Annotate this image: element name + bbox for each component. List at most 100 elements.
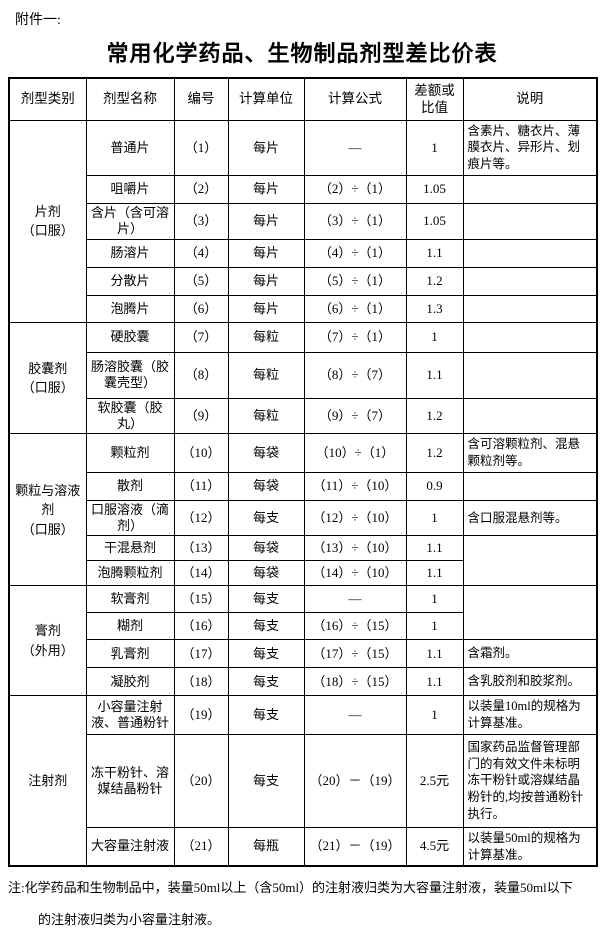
table-row: 咀嚼片 （2） 每片 （2）÷（1） 1.05	[9, 174, 598, 204]
table-row: 胶囊剂 （口服） 硬胶囊 （7） 每粒 （7）÷（1） 1	[8, 321, 598, 435]
cell-unit: 每袋	[227, 560, 305, 587]
cell-note	[462, 321, 598, 353]
table-row: 片剂 （口服） 普通片 （1） 每片 — 1 含素片、糖衣片、薄膜衣片、异形片、…	[8, 119, 598, 323]
table-row: 膏剂 （外用） 软膏剂 （15） 每支 — 1	[8, 585, 598, 697]
table-row: 注射剂 小容量注射液、普通粉针 （19） 每支 — 1 以装量10ml的规格为计…	[8, 695, 598, 867]
cell-no: （20）	[173, 733, 229, 828]
cell-formula: （2）÷（1）	[303, 174, 407, 204]
cell-note	[462, 202, 598, 240]
cell-no: （18）	[173, 667, 229, 697]
cell-note	[462, 238, 598, 268]
cell-no: （19）	[173, 695, 229, 735]
category-label: 颗粒与溶液剂	[15, 482, 81, 518]
cell-unit: 每片	[227, 294, 305, 323]
category-label: 膏剂	[34, 623, 61, 639]
cell-note-merged	[462, 585, 598, 641]
cell-unit: 每片	[227, 238, 305, 268]
cell-no: （21）	[173, 826, 229, 867]
cell-value: 1.2	[405, 266, 464, 296]
table-row: 大容量注射液 （21） 每瓶 （21）－（19） 4.5元 以装量50ml的规格…	[9, 826, 598, 867]
cell-unit: 每支	[227, 499, 305, 537]
cell-category: 胶囊剂 （口服）	[8, 321, 87, 435]
attachment-label: 附件一:	[15, 13, 61, 28]
cell-formula: （21）－（19）	[303, 826, 407, 867]
cell-formula: （14）÷（10）	[303, 560, 407, 587]
page-title: 常用化学药品、生物制品剂型差比价表	[106, 41, 498, 66]
cell-value: 1.1	[405, 351, 464, 399]
cell-name: 软膏剂	[85, 585, 175, 614]
cell-unit: 每粒	[227, 321, 305, 353]
cell-name: 大容量注射液	[85, 826, 175, 867]
cell-value: 1.1	[405, 238, 464, 268]
cell-no: （16）	[173, 612, 229, 641]
cell-unit: 每粒	[227, 397, 305, 435]
cell-name: 干混悬剂	[85, 535, 175, 562]
cell-value: 1	[405, 499, 464, 537]
cell-note	[462, 351, 598, 399]
cell-unit: 每片	[227, 202, 305, 240]
cell-formula: （20）－（19）	[303, 733, 407, 828]
cell-unit: 每袋	[227, 535, 305, 562]
cell-value: 1.1	[405, 639, 464, 669]
cell-note	[462, 471, 598, 501]
cell-note	[462, 294, 598, 323]
cell-unit: 每片	[227, 266, 305, 296]
cell-no: （2）	[173, 174, 229, 204]
cell-value: 1.1	[405, 560, 464, 587]
cell-formula: （16）÷（15）	[303, 612, 407, 641]
cell-name: 散剂	[85, 471, 175, 501]
cell-formula: （6）÷（1）	[303, 294, 407, 323]
cell-unit: 每粒	[227, 351, 305, 399]
cell-note: 含乳胶剂和胶浆剂。	[462, 667, 598, 697]
category-sublabel: （口服）	[21, 223, 74, 239]
cell-formula: —	[303, 119, 407, 176]
cell-no: （15）	[173, 585, 229, 614]
cell-unit: 每袋	[227, 433, 305, 473]
cell-unit: 每支	[227, 585, 305, 614]
table-row: 分散片 （5） 每片 （5）÷（1） 1.2	[9, 266, 598, 296]
cell-formula: （12）÷（10）	[303, 499, 407, 537]
cell-note: 含口服混悬剂等。	[462, 499, 598, 537]
cell-formula: —	[303, 695, 407, 735]
cell-value: 1	[405, 585, 464, 614]
cell-value: 1.1	[405, 667, 464, 697]
cell-formula: （11）÷（10）	[303, 471, 407, 501]
cell-note: 以装量10ml的规格为计算基准。	[462, 695, 598, 735]
cell-no: （14）	[173, 560, 229, 587]
cell-note-merged	[462, 535, 598, 587]
cell-no: （8）	[173, 351, 229, 399]
cell-unit: 每支	[227, 733, 305, 828]
cell-note: 国家药品监督管理部门的有效文件未标明冻干粉针或溶媒结晶粉针的,均按普通粉针执行。	[462, 733, 598, 828]
cell-name: 肠溶胶囊（胶囊壳型）	[85, 351, 175, 399]
cell-value: 1.1	[405, 535, 464, 562]
cell-unit: 每支	[227, 612, 305, 641]
cell-formula: —	[303, 585, 407, 614]
cell-note: 含素片、糖衣片、薄膜衣片、异形片、划痕片等。	[462, 119, 598, 176]
cell-unit: 每瓶	[227, 826, 305, 867]
table-row: 含片（含可溶片） （3） 每片 （3）÷（1） 1.05	[9, 202, 598, 240]
cell-unit: 每支	[227, 639, 305, 669]
table-row: 口服溶液（滴剂） （12） 每支 （12）÷（10） 1 含口服混悬剂等。	[9, 499, 598, 537]
column-header-name: 剂型名称	[85, 77, 175, 121]
cell-category: 膏剂 （外用）	[8, 585, 87, 697]
cell-category: 片剂 （口服）	[8, 119, 87, 323]
cell-note: 以装量50ml的规格为计算基准。	[462, 826, 598, 867]
cell-value: 1.2	[405, 433, 464, 473]
table-row: 散剂 （11） 每袋 （11）÷（10） 0.9	[9, 471, 598, 501]
category-label: 注射剂	[28, 773, 68, 788]
table-row: 泡腾颗粒剂 （14） 每袋 （14）÷（10） 1.1	[9, 560, 597, 587]
table-row: 泡腾片 （6） 每片 （6）÷（1） 1.3	[9, 294, 598, 323]
table-row: 乳膏剂 （17） 每支 （17）÷（15） 1.1 含霜剂。	[9, 639, 598, 669]
cell-category: 颗粒与溶液剂 （口服）	[8, 433, 87, 587]
cell-note	[462, 397, 598, 435]
cell-no: （17）	[173, 639, 229, 669]
category-label: 片剂	[34, 203, 61, 219]
table-row: 肠溶胶囊（胶囊壳型） （8） 每粒 （8）÷（7） 1.1	[9, 351, 598, 399]
cell-name: 软胶囊（胶丸）	[85, 397, 175, 435]
header-row: 剂型类别 剂型名称 编号 计算单位 计算公式 差额或比值 说明	[8, 77, 598, 121]
cell-value: 1	[405, 321, 464, 353]
cell-formula: （13）÷（10）	[303, 535, 407, 562]
cell-name: 颗粒剂	[85, 433, 175, 473]
cell-no: （7）	[173, 321, 229, 353]
cell-note	[462, 266, 598, 296]
